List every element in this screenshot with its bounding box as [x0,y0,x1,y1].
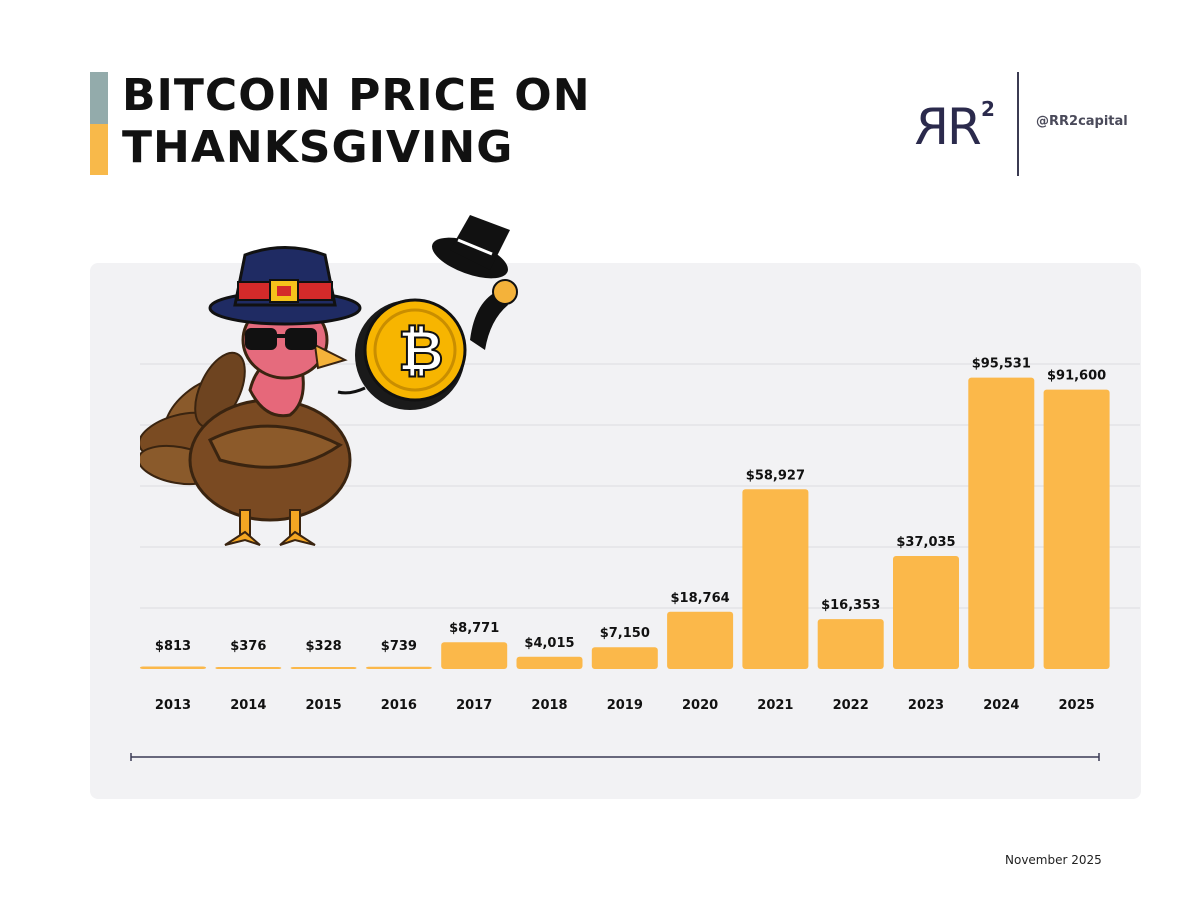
data-label-2013: $813 [155,639,191,654]
data-label-2020: $18,764 [670,591,729,606]
x-tick-2023: 2023 [908,698,944,713]
bar-2022 [817,619,884,669]
title-line-1: BITCOIN PRICE ON [122,70,591,121]
page-title: BITCOIN PRICE ON THANKSGIVING [122,70,682,174]
x-tick-2024: 2024 [983,698,1019,713]
bar-2013 [140,666,206,669]
x-tick-2014: 2014 [230,698,266,713]
data-label-2017: $8,771 [449,621,499,636]
data-label-2019: $7,150 [600,626,650,641]
sunglasses-icon [245,328,317,350]
bar-2023 [893,556,959,669]
top-hat-icon [432,215,518,350]
x-tick-2020: 2020 [682,698,718,713]
logo-divider [1017,72,1019,176]
data-label-2016: $739 [381,639,417,654]
x-tick-2021: 2021 [757,698,793,713]
rr2-logo: R R 2 [914,97,995,152]
bar-2019 [591,647,658,669]
data-label-2023: $37,035 [896,535,955,550]
x-tick-2019: 2019 [607,698,643,713]
x-tick-2018: 2018 [531,698,567,713]
data-label-2022: $16,353 [821,598,880,613]
x-tick-2017: 2017 [456,698,492,713]
turkey-legs [224,509,316,546]
turkey-arms [207,424,343,469]
svg-text:₿: ₿ [398,319,444,384]
bar-2015 [290,667,357,669]
bar-2017 [441,642,508,669]
bar-2016 [365,666,432,669]
accent-top-segment [90,72,108,124]
bar-2014 [215,667,282,669]
x-tick-2016: 2016 [381,698,417,713]
data-label-2025: $91,600 [1047,369,1106,384]
x-tick-2025: 2025 [1059,698,1095,713]
data-label-2021: $58,927 [746,468,805,483]
footer-date: November 2025 [1005,853,1102,867]
title-accent-bar [90,72,108,175]
bar-2025 [1043,389,1110,669]
data-label-2015: $328 [306,639,342,654]
data-label-2024: $95,531 [972,357,1031,372]
bar-2018 [516,656,583,669]
bar-2024 [968,377,1035,669]
bar-2020 [667,611,734,669]
logo-text: R [914,98,949,152]
data-label-2018: $4,015 [524,636,574,651]
x-tick-2013: 2013 [155,698,191,713]
turkey-beak [313,343,348,370]
social-handle: @RR2capital [1036,114,1128,129]
bar-2021 [742,489,809,669]
logo-text-r: R [947,98,982,152]
pilgrim-hat-icon [208,246,362,326]
bitcoin-coin-icon: ₿ [337,298,467,410]
turkey-mascot-illustration: ₿ [140,215,518,546]
data-label-2014: $376 [230,639,266,654]
logo-superscript: 2 [981,97,995,121]
x-tick-2015: 2015 [306,698,342,713]
title-line-2: THANKSGIVING [122,122,514,173]
accent-bottom-segment [90,124,108,175]
x-tick-2022: 2022 [833,698,869,713]
